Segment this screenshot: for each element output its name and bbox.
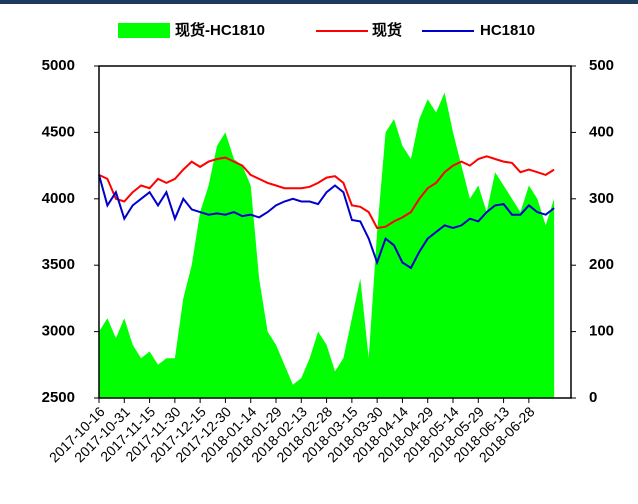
y2-tick-label: 200 (589, 256, 614, 273)
legend-label: HC1810 (480, 22, 535, 39)
top-strip (0, 0, 638, 4)
line (98, 174, 555, 270)
y-tick-label: 3000 (42, 323, 75, 340)
y-tick-label: 3500 (42, 256, 75, 273)
legend-label: 现货-HC1810 (175, 21, 265, 39)
area (99, 92, 555, 398)
y-tick-label: 2500 (42, 389, 75, 406)
plot-frame (98, 65, 572, 399)
y2-tick-label: 0 (589, 389, 597, 406)
line (98, 155, 555, 230)
y2-tick-label: 300 (589, 190, 614, 207)
y-tick-label: 4500 (42, 123, 75, 140)
y2-tick-label: 400 (589, 123, 614, 140)
y-tick-label: 5000 (42, 57, 75, 74)
legend-label: 现货 (372, 21, 402, 39)
y2-tick-label: 500 (589, 57, 614, 74)
y-tick-label: 4000 (42, 190, 75, 207)
legend-swatch (118, 23, 170, 38)
y2-tick-label: 100 (589, 323, 614, 340)
